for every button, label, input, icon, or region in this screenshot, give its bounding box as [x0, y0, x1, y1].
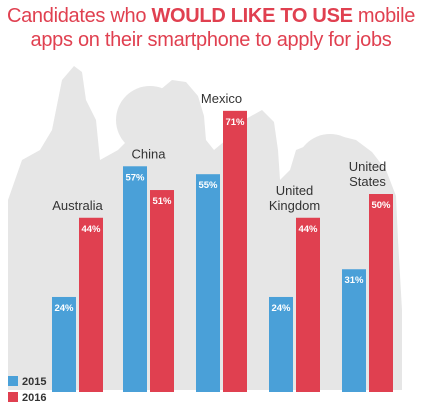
value-label-2015-australia: 24%: [54, 303, 74, 314]
bars-group: 24% 44% Australia 57% 51% China 55% 71% Mexico 24…: [52, 91, 393, 392]
bar-2015-united-states: [342, 269, 366, 392]
title-part3: mobile: [352, 5, 416, 27]
bar-2016-united-states: [369, 194, 393, 392]
silhouette-head-right: [296, 134, 364, 202]
legend-swatch-2015: [8, 376, 18, 386]
category-label-mexico: Mexico: [201, 91, 242, 106]
category-label-united-kingdom: Kingdom: [269, 198, 320, 213]
legend: 2015 2016: [8, 376, 46, 404]
bar-group-china: 57% 51% China: [123, 146, 174, 392]
silhouette-head-left: [116, 86, 184, 154]
value-label-2016-mexico: 71%: [225, 117, 245, 128]
bar-group-mexico: 55% 71% Mexico: [196, 91, 247, 392]
bar-2015-china: [123, 166, 147, 392]
value-label-2015-mexico: 55%: [198, 180, 218, 191]
value-label-2016-australia: 44%: [81, 224, 101, 235]
title-part1: Candidates who: [6, 5, 152, 27]
title-emphasis: WOULD LIKE TO USE: [151, 5, 353, 27]
bar-2016-china: [150, 190, 174, 392]
bar-2016-united-kingdom: [296, 217, 320, 392]
bar-2016-australia: [79, 217, 103, 392]
category-label-united-states: States: [349, 174, 386, 189]
value-label-2016-united-kingdom: 44%: [298, 224, 318, 235]
category-label-united-kingdom: United: [276, 183, 314, 198]
bar-2015-united-kingdom: [269, 296, 293, 392]
legend-swatch-2016: [8, 392, 18, 402]
value-label-2015-united-states: 31%: [344, 275, 364, 286]
value-label-2015-china: 57%: [125, 172, 145, 183]
category-label-china: China: [132, 146, 167, 161]
title-line2: apps on their smartphone to apply for jo…: [30, 29, 392, 51]
chart-title: Candidates who WOULD LIKE TO USE mobile …: [0, 4, 422, 52]
category-label-united-states: United: [349, 159, 387, 174]
legend-label-2015: 2015: [22, 376, 46, 388]
bar-group-australia: 24% 44% Australia: [52, 198, 104, 392]
bar-2016-mexico: [223, 110, 247, 392]
value-label-2016-united-states: 50%: [371, 200, 391, 211]
bar-2015-mexico: [196, 174, 220, 392]
value-label-2016-china: 51%: [152, 196, 172, 207]
value-label-2015-united-kingdom: 24%: [271, 303, 291, 314]
bar-2015-australia: [52, 296, 76, 392]
legend-label-2016: 2016: [22, 392, 46, 404]
category-label-australia: Australia: [52, 198, 103, 213]
